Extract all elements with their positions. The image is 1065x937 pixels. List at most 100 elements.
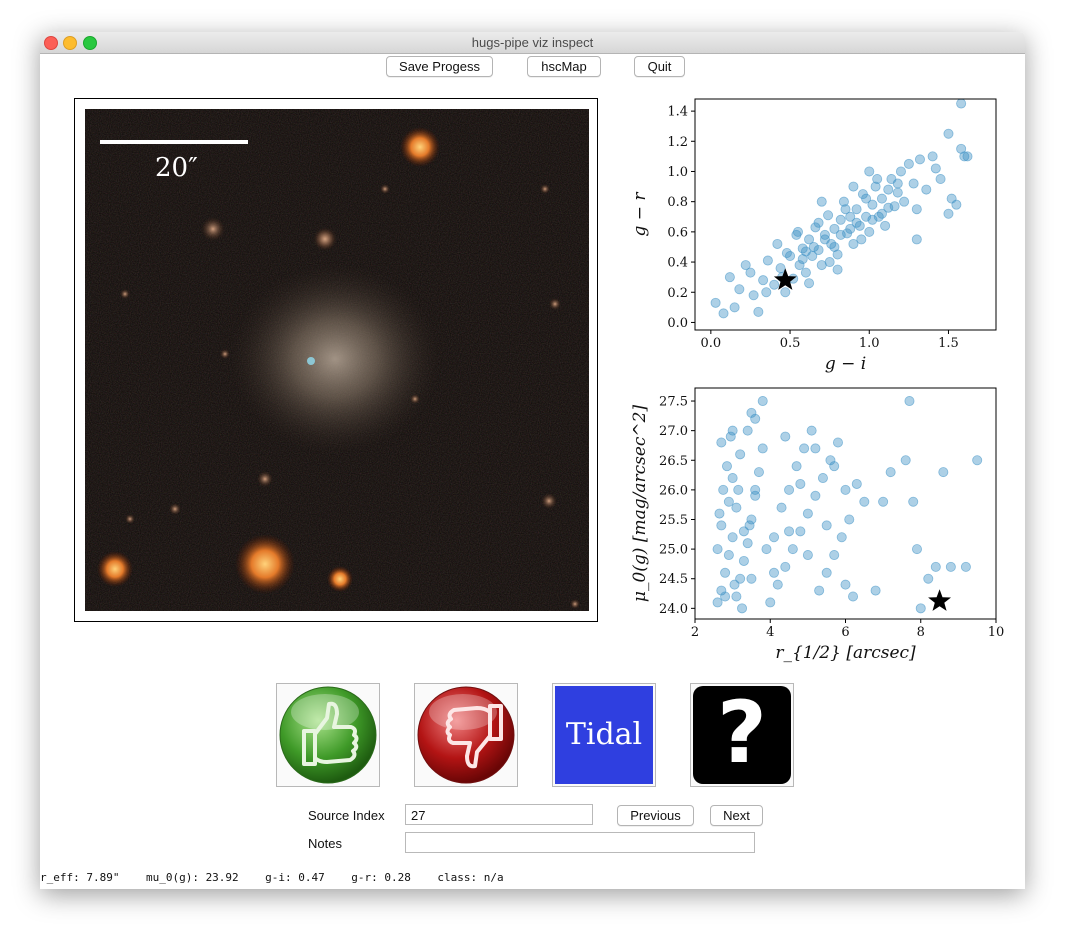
data-point <box>859 496 870 507</box>
data-point <box>731 591 742 602</box>
data-point <box>848 181 859 192</box>
data-point <box>733 484 744 495</box>
data-point <box>930 561 941 572</box>
data-point <box>734 284 745 295</box>
y-tick-label: 27.5 <box>659 395 688 410</box>
galaxy-image-render <box>85 109 589 611</box>
data-point <box>802 508 813 519</box>
x-tick-label: 0.5 <box>780 336 801 351</box>
data-point <box>721 461 732 472</box>
data-point <box>883 184 894 195</box>
data-point <box>908 178 919 189</box>
data-point <box>746 573 757 584</box>
minimize-window-button[interactable] <box>63 36 77 50</box>
close-window-button[interactable] <box>44 36 58 50</box>
data-point <box>911 234 922 245</box>
data-point <box>880 220 891 231</box>
data-point <box>716 520 727 531</box>
y-tick-label: 25.0 <box>659 543 688 558</box>
data-point <box>821 567 832 578</box>
x-axis-label: r_{1/2} [arcsec] <box>775 643 916 663</box>
galaxy-image: 20″ <box>85 109 589 611</box>
tidal-label: Tidal <box>565 717 643 752</box>
data-point <box>780 431 791 442</box>
y-tick-label: 27.0 <box>659 424 688 439</box>
data-point <box>769 532 780 543</box>
data-point <box>819 234 830 245</box>
x-tick-label: 6 <box>841 625 849 640</box>
data-point <box>956 99 967 109</box>
data-point <box>725 431 736 442</box>
data-point <box>775 263 786 274</box>
source-index-field[interactable]: 27 <box>405 804 593 825</box>
data-point <box>870 181 881 192</box>
data-point <box>750 484 761 495</box>
data-point <box>727 532 738 543</box>
data-point <box>876 193 887 204</box>
question-mark-glyph: ? <box>717 683 767 783</box>
thumbs-down-button[interactable] <box>414 683 518 787</box>
galaxy-image-panel: 20″ <box>74 98 598 622</box>
data-point <box>729 302 740 313</box>
data-point <box>781 247 792 258</box>
y-tick-label: 25.5 <box>659 513 688 528</box>
data-point <box>821 520 832 531</box>
data-point <box>851 217 862 228</box>
thumbs-up-icon <box>279 686 377 784</box>
data-point <box>829 223 840 234</box>
data-point <box>876 208 887 219</box>
data-point <box>720 567 731 578</box>
data-point <box>794 260 805 271</box>
data-point <box>962 151 973 162</box>
data-point <box>745 267 756 278</box>
data-point <box>959 151 970 162</box>
data-point <box>769 279 780 290</box>
data-point <box>729 579 740 590</box>
data-point <box>800 267 811 278</box>
data-point <box>829 461 840 472</box>
data-point <box>753 306 764 317</box>
question-mark-icon <box>693 686 791 784</box>
next-button[interactable]: Next <box>710 805 763 826</box>
quit-button[interactable]: Quit <box>634 56 685 77</box>
x-tick-label: 1.0 <box>859 336 880 351</box>
x-tick-label: 1.5 <box>938 336 959 351</box>
tidal-button[interactable]: Tidal <box>552 683 656 787</box>
save-progress-button[interactable]: Save Progess <box>386 56 493 77</box>
unsure-button[interactable]: ? <box>690 683 794 787</box>
data-point <box>844 514 855 525</box>
maximize-window-button[interactable] <box>83 36 97 50</box>
y-tick-label: 0.0 <box>667 316 688 331</box>
data-point <box>895 166 906 177</box>
data-points <box>712 396 983 614</box>
data-point <box>851 478 862 489</box>
x-axis-label: g − i <box>825 354 866 374</box>
data-point <box>840 579 851 590</box>
data-point <box>742 425 753 436</box>
data-point <box>716 585 727 596</box>
hscmap-button[interactable]: hscMap <box>527 56 601 77</box>
data-point <box>921 184 932 195</box>
previous-button[interactable]: Previous <box>617 805 694 826</box>
data-point <box>867 214 878 225</box>
data-point <box>904 396 915 407</box>
data-point <box>799 443 810 454</box>
thumbs-up-button[interactable] <box>276 683 380 787</box>
data-point <box>911 544 922 555</box>
data-point <box>864 226 875 237</box>
data-point <box>861 193 872 204</box>
notes-field[interactable] <box>405 832 755 853</box>
data-point <box>951 199 962 210</box>
x-tick-label: 2 <box>691 625 699 640</box>
data-point <box>784 526 795 537</box>
data-point <box>848 591 859 602</box>
data-point <box>856 234 867 245</box>
x-tick-label: 10 <box>988 625 1005 640</box>
data-point <box>829 241 840 252</box>
data-point <box>716 437 727 448</box>
y-tick-label: 1.0 <box>667 165 688 180</box>
data-point <box>835 229 846 240</box>
data-point <box>864 166 875 177</box>
highlight-star-marker <box>928 589 951 611</box>
data-point <box>792 226 803 237</box>
